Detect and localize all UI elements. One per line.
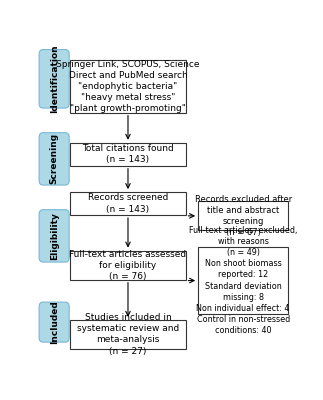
Text: Screening: Screening xyxy=(50,133,59,184)
FancyBboxPatch shape xyxy=(70,320,185,349)
FancyBboxPatch shape xyxy=(70,60,185,113)
FancyBboxPatch shape xyxy=(198,248,288,314)
Text: Included: Included xyxy=(50,300,59,344)
Text: Records excluded after
title and abstract
screening
(n = 67): Records excluded after title and abstrac… xyxy=(194,195,292,237)
Text: Studies included in
systematic review and
meta-analysis
(n = 27): Studies included in systematic review an… xyxy=(77,313,179,356)
Text: Identification: Identification xyxy=(50,44,59,113)
FancyBboxPatch shape xyxy=(70,250,185,280)
FancyBboxPatch shape xyxy=(70,192,185,215)
Text: Total citations found
(n = 143): Total citations found (n = 143) xyxy=(82,144,174,164)
FancyBboxPatch shape xyxy=(198,201,288,230)
FancyBboxPatch shape xyxy=(39,302,69,342)
Text: Eligibility: Eligibility xyxy=(50,212,59,260)
FancyBboxPatch shape xyxy=(70,143,185,166)
FancyBboxPatch shape xyxy=(39,133,69,185)
Text: Full-text articles  excluded,
with reasons
(n = 49)
Non shoot biomass
reported: : Full-text articles excluded, with reason… xyxy=(189,226,297,335)
Text: Records screened
(n = 143): Records screened (n = 143) xyxy=(88,194,168,214)
FancyBboxPatch shape xyxy=(39,50,69,108)
Text: Full-text articles assessed
for eligibility
(n = 76): Full-text articles assessed for eligibil… xyxy=(69,250,187,281)
FancyBboxPatch shape xyxy=(39,210,69,262)
Text: Springer Link, SCOPUS, Science
Direct and PubMed search
"endophytic bacteria"
"h: Springer Link, SCOPUS, Science Direct an… xyxy=(56,60,200,113)
